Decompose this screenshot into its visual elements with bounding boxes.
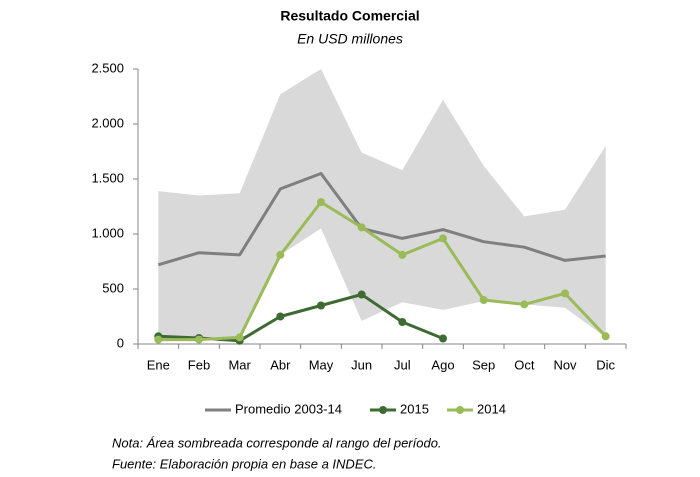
data-point: [479, 296, 488, 304]
data-point: [154, 335, 163, 344]
legend-marker: [456, 406, 464, 414]
source-note: Fuente: Elaboración propia en base a IND…: [112, 456, 377, 471]
note: Nota: Área sombreada corresponde al rang…: [112, 435, 442, 450]
y-tick-label: 2.500: [91, 60, 124, 75]
legend-marker: [379, 406, 387, 414]
data-point: [195, 335, 203, 344]
y-tick-label: 0: [117, 335, 124, 350]
range-area: [158, 69, 606, 340]
x-tick-label: Ene: [147, 357, 170, 372]
data-point: [276, 250, 285, 259]
data-point: [398, 250, 407, 259]
x-tick-label: Dic: [596, 357, 615, 372]
data-point: [398, 318, 407, 326]
data-point: [439, 234, 447, 243]
data-point: [439, 334, 447, 343]
y-tick-label: 2.000: [91, 115, 124, 130]
y-tick-label: 1.000: [91, 225, 124, 240]
chart-subtitle: En USD millones: [297, 31, 403, 47]
series-line: [158, 200, 607, 342]
data-point: [317, 301, 325, 310]
legend-label: 2015: [400, 401, 429, 416]
x-tick-label: Jul: [394, 357, 411, 372]
data-point: [276, 312, 285, 321]
x-tick-label: May: [309, 357, 334, 372]
x-tick-label: Jun: [351, 357, 372, 372]
x-tick-label: Sep: [472, 357, 495, 372]
data-point: [520, 300, 529, 309]
x-tick-label: Nov: [553, 357, 577, 372]
x-tick-label: Feb: [188, 357, 210, 372]
legend-label: Promedio 2003-14: [235, 401, 342, 416]
data-point: [601, 332, 610, 341]
y-tick-label: 500: [102, 280, 124, 295]
data-point: [235, 333, 244, 342]
data-point: [317, 198, 325, 207]
y-tick-label: 1.500: [91, 170, 124, 185]
data-point: [357, 290, 366, 299]
data-point: [561, 289, 569, 298]
legend-label: 2014: [477, 401, 506, 416]
series-line: [157, 172, 606, 267]
x-tick-label: Oct: [514, 357, 535, 372]
chart-title: Resultado Comercial: [280, 8, 419, 24]
x-tick-label: Ago: [431, 357, 454, 372]
x-tick-label: Mar: [228, 357, 251, 372]
data-point: [357, 223, 366, 232]
x-tick-label: Abr: [270, 357, 291, 372]
